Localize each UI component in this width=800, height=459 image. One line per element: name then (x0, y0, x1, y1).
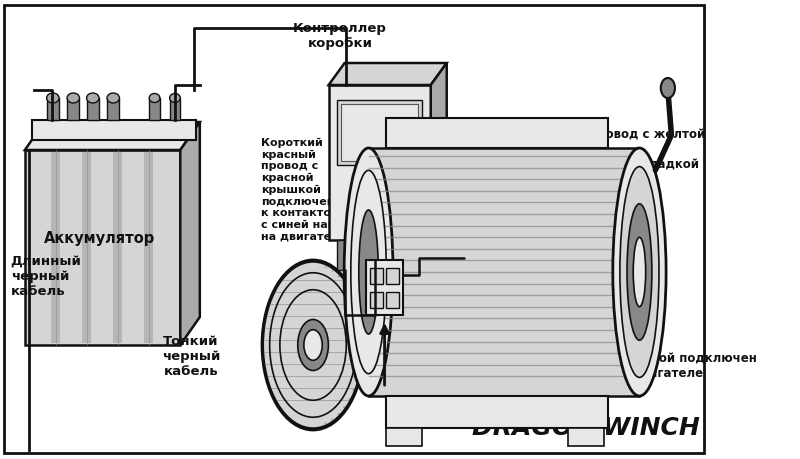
Text: Аккумулятор: Аккумулятор (44, 230, 155, 246)
Ellipse shape (262, 260, 364, 430)
Ellipse shape (620, 167, 659, 377)
Ellipse shape (86, 93, 99, 103)
Bar (150, 98, 160, 120)
Text: Длинный
черный
кабель: Длинный черный кабель (10, 255, 82, 298)
Text: Тонкий
черный
кабель: Тонкий черный кабель (162, 335, 220, 378)
Bar (144, 152, 153, 343)
Bar (170, 98, 180, 120)
Polygon shape (329, 63, 446, 85)
Ellipse shape (46, 93, 59, 103)
Text: Короткий
красный
провод с
красной
крышкой
подключен
к контактору
с синей накладк: Короткий красный провод с красной крышко… (261, 138, 383, 241)
Bar (50, 152, 59, 343)
Polygon shape (25, 122, 200, 150)
Bar (386, 268, 398, 284)
Ellipse shape (634, 237, 646, 307)
Bar (386, 428, 422, 446)
Bar (366, 260, 403, 315)
Bar (370, 292, 382, 308)
Text: Контроллер
коробки: Контроллер коробки (294, 22, 387, 50)
Ellipse shape (661, 78, 675, 98)
Bar (338, 240, 354, 270)
Bar (329, 85, 430, 240)
Bar (386, 292, 398, 308)
Bar (569, 428, 604, 446)
Ellipse shape (359, 210, 378, 334)
Bar (338, 100, 422, 165)
Ellipse shape (344, 148, 393, 396)
Ellipse shape (150, 94, 160, 102)
Bar (386, 118, 608, 148)
Ellipse shape (613, 148, 666, 396)
Ellipse shape (304, 330, 322, 360)
Bar (113, 152, 122, 343)
Polygon shape (180, 122, 200, 345)
Bar (25, 150, 180, 345)
Bar (47, 98, 58, 120)
Bar (67, 98, 79, 120)
Ellipse shape (67, 93, 79, 103)
Ellipse shape (298, 319, 328, 370)
Bar (370, 268, 382, 284)
Ellipse shape (170, 94, 180, 102)
Text: DRAGON WINCH: DRAGON WINCH (472, 416, 700, 440)
Bar (378, 240, 394, 270)
Bar (82, 152, 90, 343)
Bar (398, 240, 414, 270)
Bar (386, 396, 608, 428)
Ellipse shape (107, 93, 119, 103)
Bar (341, 104, 418, 161)
Bar (358, 240, 374, 270)
Polygon shape (430, 63, 446, 240)
Ellipse shape (627, 204, 652, 340)
Bar (87, 98, 98, 120)
Text: Короткий черный провод с черной крышкой подключен
к контактору с красной накладк: Короткий черный провод с черной крышкой … (369, 352, 757, 380)
Bar (369, 148, 639, 396)
Text: Короткий черный провод с желтой
крышкой подключен
к контактору с желтой накладко: Короткий черный провод с желтой крышкой … (464, 128, 705, 186)
Bar (32, 120, 196, 140)
Bar (107, 98, 119, 120)
Ellipse shape (351, 170, 386, 374)
